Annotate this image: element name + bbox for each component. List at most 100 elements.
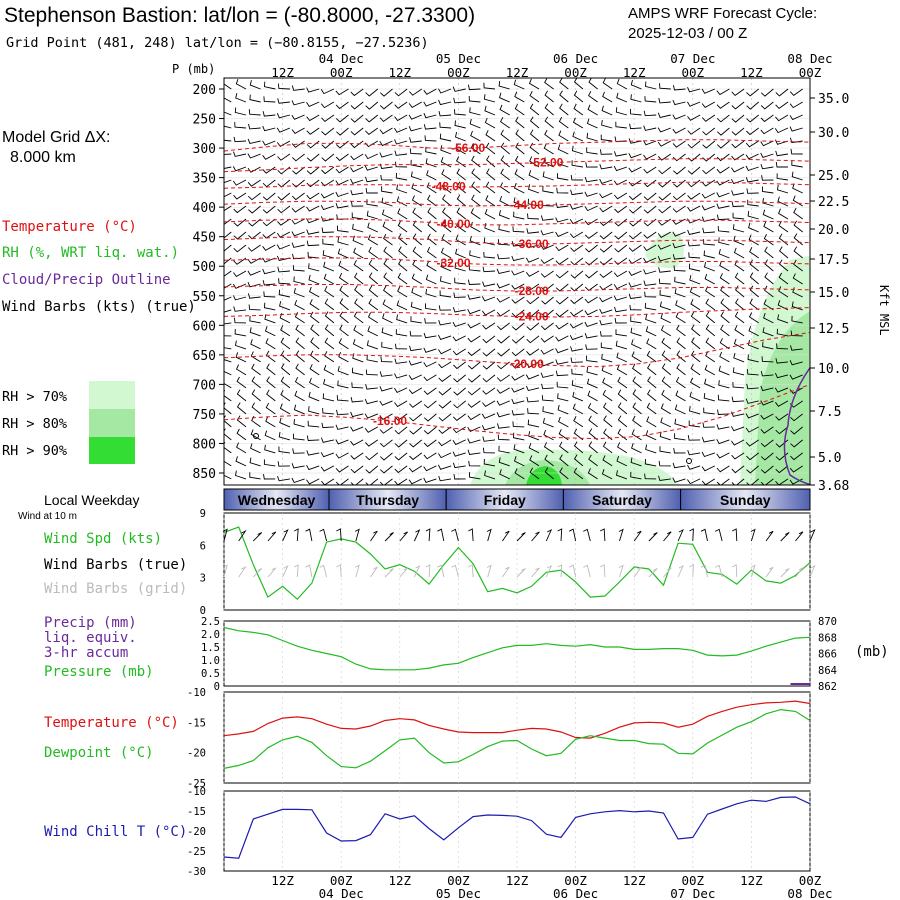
wind-barb [572,131,584,142]
surface-wind-barb [252,532,263,542]
wind-barb [629,123,642,130]
wind-barb [497,322,510,331]
wind-barb [354,285,364,298]
wind-barb [320,88,335,95]
wind-barb [588,415,598,428]
wind-barb [335,424,349,430]
wind-barb [760,101,774,110]
wind-barb [570,346,583,352]
wind-barb [687,127,701,135]
wind-barb [688,420,701,428]
wind-barb [614,136,627,142]
wind-barb [544,467,554,480]
wind-barb [236,415,247,428]
wind-barb [483,458,496,467]
wind-barb [630,457,642,467]
surface-wind-barb [599,528,606,542]
wind-barb [291,140,305,148]
wind-barb [498,445,510,454]
wind-barb [236,402,247,415]
wind-barb [513,183,525,194]
wind-barb [497,361,510,370]
wind-barb [643,280,657,286]
wind-barb [792,195,803,207]
wind-barb [454,263,466,272]
wind-barb [294,377,305,389]
wind-barb [527,408,540,415]
wind-barb [335,88,349,96]
wind-barb [366,340,378,350]
wind-barb [760,439,774,448]
rh70-region [645,232,684,269]
wind-barb [628,138,642,144]
wind-barb [586,147,598,155]
surface-wind-barb [689,528,694,542]
wind-barb [364,153,378,160]
wind-barb [379,439,393,448]
wind-barb [573,428,584,441]
wind-barb [425,274,437,285]
wind-barb [526,228,540,234]
wind-barb [544,116,554,129]
calm-wind-marker [686,458,692,464]
wind-barb [716,127,730,136]
wind-barb [482,335,496,344]
wind-barb [584,333,598,339]
wind-barb [249,315,261,324]
wind-barb [335,478,349,485]
temperature-contour-label: -44.00 [510,198,544,212]
surface-wind-barb [222,528,228,542]
wind-barb [438,475,452,482]
wind-barb [778,259,789,272]
wind-barb [321,478,335,485]
wind-barb [602,455,613,467]
wind-barb [588,428,598,441]
wind-barb [573,90,584,103]
wind-barb [310,324,320,337]
wind-barb [394,114,408,122]
wind-barb [496,400,510,406]
top-time-label: 12Z [740,65,763,80]
wind-barb [628,153,642,159]
wind-barb [277,192,291,201]
wind-barb [306,140,320,149]
wind-barb [778,208,789,220]
wind-barb [338,338,349,350]
wind-barb [381,197,393,207]
wind-barb [513,79,525,90]
legend-3hr-accum: 3-hr accum [44,645,128,661]
pressure-tick-label: 450 [193,231,216,246]
wind-barb [351,212,364,220]
wind-barb [760,163,774,170]
pressure-tick-label: 200 [193,83,216,98]
wind-barb [470,208,481,220]
wind-barb [745,153,759,160]
wind-barb [277,475,290,482]
wind-barb [322,407,334,415]
wind-barb [617,376,628,389]
wind-barb [306,114,320,122]
wind-barb [659,446,671,454]
wind-barb [732,212,745,220]
wind-barb [224,257,232,265]
wind-barb [514,91,525,103]
wind-barb [731,101,745,110]
surface-wind-barb [319,528,328,542]
wind-barb [643,192,657,201]
wind-barb [379,400,393,406]
wind-barb [410,316,422,324]
wind-barb [364,165,378,171]
wind-barb [324,337,335,350]
wind-barb [423,332,437,339]
panel-tick-label: -30 [187,866,206,878]
top-time-label: 00Z [682,65,705,80]
wind-barb [760,452,774,461]
wind-barb [760,370,774,377]
wind-barb [321,422,334,429]
wind-barb [224,111,232,116]
wind-barb [482,400,496,407]
temperature-contour [224,218,810,226]
pressure-tick-label: 600 [193,319,216,334]
legend-cloud-outline: Cloud/Precip Outline [2,272,171,288]
surface-wind-barb [502,566,510,578]
